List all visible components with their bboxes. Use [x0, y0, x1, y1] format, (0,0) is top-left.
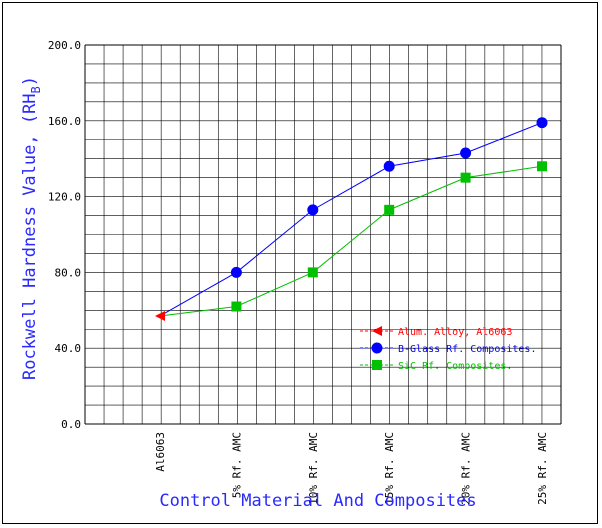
- x-tick-label: 15% Rf. AMC: [383, 432, 396, 505]
- x-axis-title: Control Material And Composites: [159, 491, 476, 511]
- y-tick-label: 120.0: [48, 191, 81, 204]
- x-tick-label: 20% Rf. AMC: [460, 432, 473, 505]
- y-tick-label: 80.0: [55, 266, 82, 279]
- chart-frame: 0.0 40.0 80.0 120.0 160.0 200.0 Al6063 5% Rf. …: [2, 2, 598, 524]
- data-point-2-1: [231, 301, 242, 312]
- data-point-2-3: [384, 204, 395, 215]
- x-tick-label: Al6063: [154, 432, 167, 472]
- y-tick-labels: 0.0 40.0 80.0 120.0 160.0 200.0: [48, 39, 81, 431]
- x-tick-label: 5% Rf. AMC: [230, 432, 243, 498]
- legend: Alum. Alloy, Al6063 B-Glass Rf. Composite…: [360, 326, 536, 372]
- x-tick-label: 10% Rf. AMC: [307, 432, 320, 505]
- line-chart: 0.0 40.0 80.0 120.0 160.0 200.0 Al6063 5% Rf. …: [20, 39, 562, 511]
- y-axis-title: Rockwell Hardness Value, (RHB): [20, 76, 43, 380]
- grid-lines: [84, 44, 562, 425]
- series-line-1: [159, 122, 543, 317]
- legend-marker: [371, 342, 383, 354]
- legend-label: Alum. Alloy, Al6063: [398, 327, 512, 338]
- data-point-1-3: [383, 160, 395, 172]
- series-line-2: [159, 165, 543, 317]
- y-tick-label: 160.0: [48, 115, 81, 128]
- data-point-2-4: [460, 172, 471, 183]
- data-point-0-0: [155, 310, 165, 321]
- y-tick-label: 40.0: [55, 342, 82, 355]
- series-group: [155, 117, 548, 321]
- x-tick-label: 25% Rf. AMC: [536, 432, 549, 505]
- legend-marker: [372, 326, 382, 336]
- data-point-2-5: [537, 161, 547, 172]
- data-point-2-2: [307, 267, 318, 278]
- y-tick-label: 200.0: [48, 39, 81, 52]
- data-point-1-2: [307, 204, 319, 216]
- legend-label: B-Glass Rf. Composites.: [398, 344, 536, 355]
- legend-marker: [372, 360, 382, 370]
- y-tick-label: 0.0: [61, 418, 81, 431]
- legend-label: SiC Rf. Composites.: [398, 361, 512, 372]
- data-point-1-1: [230, 266, 242, 278]
- x-tick-labels: Al6063 5% Rf. AMC 10% Rf. AMC 15% Rf. AMC 20…: [154, 432, 549, 505]
- data-point-1-4: [460, 147, 472, 159]
- data-point-1-5: [536, 117, 548, 129]
